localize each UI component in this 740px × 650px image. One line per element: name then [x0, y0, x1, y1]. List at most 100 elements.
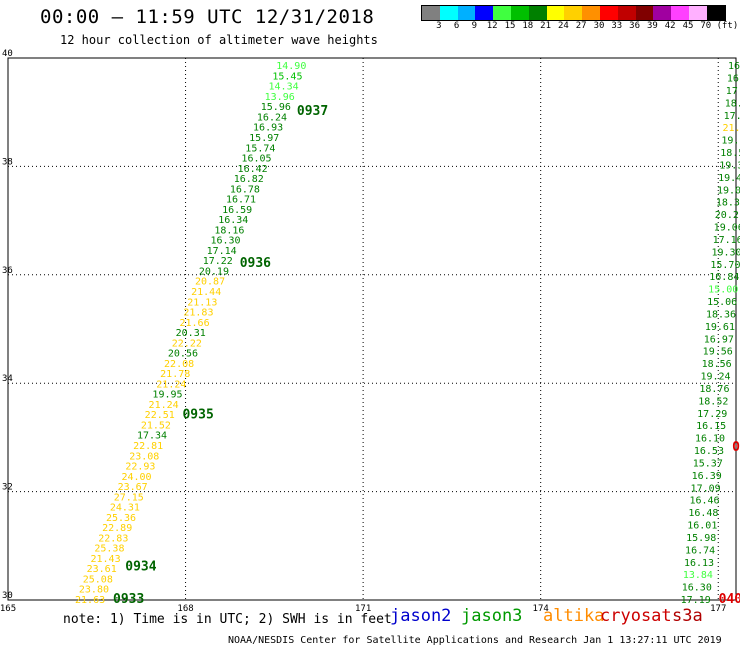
track-b-value: 18.51 [720, 148, 740, 159]
page-title: 00:00 – 11:59 UTC 12/31/2018 [40, 6, 375, 28]
track-b-value: 15.00 [708, 285, 738, 296]
track-b-value: 19.24 [700, 372, 730, 383]
track-b-value: 18.43 [725, 98, 740, 109]
y-tick-label: 30 [2, 591, 13, 601]
track-b-value: 16.53 [694, 446, 724, 457]
track-b-value: 15.06 [707, 297, 737, 308]
color-swatch [510, 6, 529, 20]
color-scale-label: 45 [682, 21, 694, 31]
color-scale-bar [421, 5, 726, 21]
color-scale-label: 6 [453, 21, 460, 31]
track-a-value: 22.22 [172, 338, 202, 349]
track-b-value: 19.05 [717, 185, 740, 196]
track-a-value: 14.34 [269, 82, 299, 93]
y-tick-label: 38 [2, 157, 13, 167]
track-a-value: 24.00 [121, 472, 151, 483]
color-scale-label: 70 [700, 21, 712, 31]
track-a-value: 15.74 [245, 143, 275, 154]
track-b-value: 17.35 [724, 111, 740, 122]
track-b-value: 16.10 [695, 434, 725, 445]
track-b-value: 16.67 [727, 74, 740, 85]
legend-altika: altika [543, 606, 605, 626]
color-scale-label: 18 [522, 21, 534, 31]
y-tick-label: 36 [2, 266, 13, 276]
track-a-value: 20.87 [195, 277, 225, 288]
track-b-value: 16.30 [682, 583, 712, 594]
y-tick-label: 40 [2, 49, 13, 59]
track-b-value: 15.70 [710, 260, 740, 271]
track-a-value: 21.24 [156, 379, 186, 390]
color-scale-label: 42 [664, 21, 676, 31]
track-b-value: 19.57 [721, 136, 740, 147]
color-scale-label: 9 [471, 21, 478, 31]
page-subtitle: 12 hour collection of altimeter wave hei… [60, 33, 378, 47]
track-b-value: 19.06 [714, 223, 740, 234]
track-a-value: 16.82 [234, 174, 264, 185]
track-a-value: 21.83 [183, 308, 213, 319]
track-a-value: 22.81 [133, 441, 163, 452]
color-swatch [439, 6, 458, 20]
color-swatch [475, 6, 494, 20]
color-swatch [582, 6, 600, 20]
track-a-value: 25.36 [106, 513, 136, 524]
x-tick-label: 171 [355, 604, 371, 614]
y-tick-label: 34 [2, 374, 13, 384]
color-scale-label: 12 [486, 21, 498, 31]
color-scale-label: 27 [575, 21, 587, 31]
color-swatch [688, 6, 707, 20]
track-a-value: 16.93 [253, 123, 283, 134]
x-tick-label: 177 [710, 604, 726, 614]
color-swatch [422, 6, 440, 20]
track-a-value: 22.51 [145, 410, 175, 421]
track-a-value: 13.96 [265, 92, 295, 103]
track-a-value: 16.05 [241, 154, 271, 165]
track-b-value: 16.39 [692, 471, 722, 482]
track-a-value: 18.16 [214, 225, 244, 236]
track-a-value: 23.08 [129, 451, 159, 462]
track-a-value: 25.38 [94, 544, 124, 555]
legend-note: note: 1) Time is in UTC; 2) SWH is in fe… [63, 612, 392, 627]
track-b-time-label: 0404 [732, 440, 740, 455]
legend-jason2: jason2 [390, 606, 452, 626]
track-a-value: 20.56 [168, 349, 198, 360]
track-b-value: 16.48 [688, 508, 718, 519]
color-scale-label: (ft) [716, 21, 739, 31]
color-swatch [457, 6, 476, 20]
track-a-value: 16.42 [238, 164, 268, 175]
track-a-value: 14.90 [276, 61, 306, 72]
track-b-value: 21.04 [722, 123, 740, 134]
track-a-value: 25.08 [83, 574, 113, 585]
track-b-value: 17.19 [681, 595, 711, 606]
track-b-value: 19.30 [711, 247, 740, 258]
track-a-value: 15.97 [249, 133, 279, 144]
color-swatch [635, 6, 654, 20]
track-b-value: 15.98 [686, 533, 716, 544]
color-scale-label: 21 [540, 21, 552, 31]
track-a-value: 17.14 [207, 246, 237, 257]
track-a-value: 21.78 [160, 369, 190, 380]
track-b-time-label: 0403 [719, 592, 740, 607]
color-swatch [564, 6, 583, 20]
color-scale-label: 15 [504, 21, 516, 31]
track-a-value: 22.89 [102, 523, 132, 534]
color-swatch [671, 6, 689, 20]
track-a-value: 20.31 [176, 328, 206, 339]
color-swatch [617, 6, 636, 20]
color-swatch [546, 6, 565, 20]
track-a-value: 23.67 [118, 482, 148, 493]
track-a-value: 17.22 [203, 256, 233, 267]
track-b-value: 17.73 [726, 86, 740, 97]
track-a-time-label: 0937 [297, 104, 328, 119]
color-swatch [599, 6, 618, 20]
track-b-value: 17.16 [713, 235, 740, 246]
track-b-value: 18.36 [706, 309, 736, 320]
track-b-value: 20.21 [715, 210, 740, 221]
track-b-value: 19.56 [703, 347, 733, 358]
track-b-value: 16.84 [709, 272, 739, 283]
track-b-value: 17.09 [691, 483, 721, 494]
track-a-time-label: 0933 [113, 592, 144, 607]
track-a-time-label: 0935 [182, 408, 213, 423]
track-a-value: 21.24 [149, 400, 179, 411]
track-a-value: 21.66 [180, 318, 210, 329]
